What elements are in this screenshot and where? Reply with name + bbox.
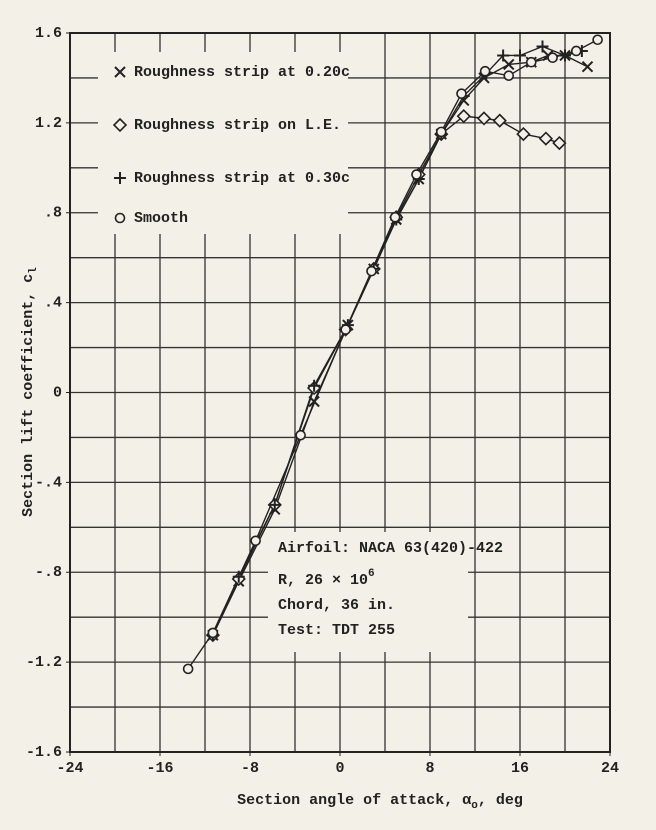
legend-label: Roughness strip at 0.20c	[134, 64, 350, 81]
marker-x	[581, 60, 594, 73]
marker-diamond	[516, 126, 531, 142]
annotation-bg	[268, 532, 468, 652]
x-tick-label: -24	[56, 760, 83, 777]
x-tick-label: 24	[601, 760, 619, 777]
annotation: Airfoil: NACA 63(420)-422	[278, 540, 503, 557]
marker-circle	[547, 52, 558, 64]
marker-plus	[514, 49, 526, 62]
marker-circle	[503, 70, 515, 81]
marker-circle	[570, 45, 582, 57]
marker-diamond	[456, 109, 471, 124]
legend-marker	[112, 117, 128, 133]
x-tick-label: -16	[146, 760, 173, 777]
marker-plus	[232, 570, 245, 583]
x-label-main: Section angle of attack, α	[237, 792, 471, 809]
marker-diamond	[492, 113, 507, 128]
y-tick-label: -.4	[35, 474, 62, 491]
marker-circle	[366, 265, 377, 277]
marker-circle	[182, 663, 194, 675]
marker-plus	[308, 379, 321, 392]
y-tick-label: .8	[44, 205, 62, 222]
marker-plus	[268, 498, 281, 511]
marker-circle	[207, 627, 219, 639]
legend-label: Roughness strip at 0.30c	[134, 170, 350, 187]
annotation-main: R, 26 × 10	[278, 572, 368, 589]
y-label-sub: l	[28, 267, 40, 274]
marker-circle	[592, 34, 603, 46]
y-label-main: Section lift coefficient, c	[20, 274, 37, 517]
marker-plus	[497, 49, 510, 62]
marker-circle	[456, 88, 467, 99]
annotation-sup: 6	[368, 568, 375, 580]
legend-label: Smooth	[134, 210, 188, 227]
x-label-end: , deg	[478, 792, 523, 809]
series-line	[212, 45, 583, 636]
legend-marker	[114, 66, 126, 78]
annotation: R, 26 × 106	[278, 568, 375, 589]
marker-circle	[479, 65, 491, 77]
y-tick-label: 0	[53, 384, 62, 401]
marker-x	[308, 395, 320, 408]
y-tick-label: -.8	[35, 564, 62, 581]
marker-x	[503, 58, 515, 71]
marker-circle	[295, 429, 306, 441]
legend-bg	[98, 52, 348, 234]
x-tick-label: -8	[241, 760, 259, 777]
x-axis-label: Section angle of attack, αo, deg	[237, 792, 523, 812]
y-axis-label: Section lift coefficient, cl	[20, 267, 40, 517]
legend-marker	[114, 172, 126, 184]
annotation: Test: TDT 255	[278, 622, 395, 639]
series-line	[187, 39, 598, 670]
marker-circle	[340, 324, 351, 335]
x-label-sub: o	[471, 800, 478, 812]
marker-circle	[435, 126, 447, 138]
y-tick-label: -1.6	[26, 744, 62, 761]
x-tick-label: 8	[425, 760, 434, 777]
marker-diamond	[552, 135, 567, 151]
y-tick-label: 1.6	[35, 25, 62, 42]
x-tick-label: 0	[335, 760, 344, 777]
marker-circle	[389, 211, 401, 223]
marker-circle	[411, 169, 422, 180]
marker-circle	[250, 535, 261, 547]
x-tick-label: 16	[511, 760, 529, 777]
marker-diamond	[538, 131, 554, 146]
y-tick-label: 1.2	[35, 115, 62, 132]
y-tick-label: -1.2	[26, 654, 62, 671]
marker-plus	[559, 49, 571, 62]
marker-diamond	[476, 111, 492, 126]
marker-circle	[525, 56, 537, 68]
marker-plus	[536, 40, 549, 53]
annotation: Chord, 36 in.	[278, 597, 395, 614]
legend-label: Roughness strip on L.E.	[134, 117, 341, 134]
y-tick-label: .4	[44, 295, 62, 312]
legend-marker	[114, 212, 126, 224]
